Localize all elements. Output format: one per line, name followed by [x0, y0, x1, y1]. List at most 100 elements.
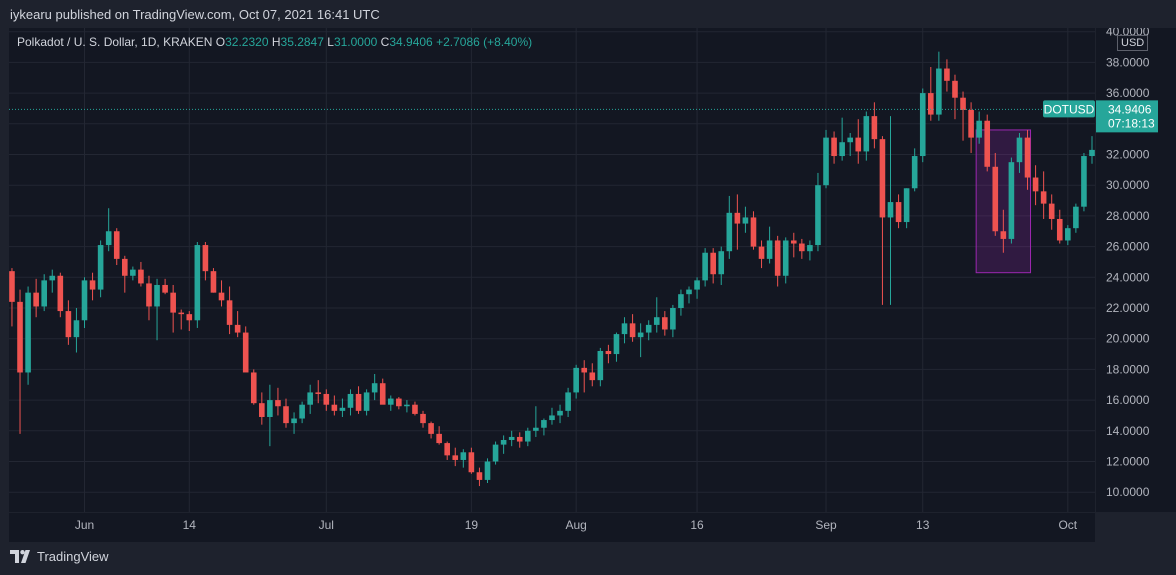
candle — [1024, 129, 1031, 190]
candle — [371, 374, 378, 401]
candle-body — [895, 202, 902, 223]
candle-body — [807, 245, 813, 252]
price-tick-label: 36.0000 — [1106, 86, 1150, 100]
candle — [992, 152, 999, 236]
candle-body — [33, 292, 39, 307]
candle-body — [194, 245, 201, 321]
candle — [33, 278, 39, 318]
candle-body — [799, 243, 805, 252]
candle-body — [178, 312, 185, 315]
candle — [879, 136, 886, 305]
candle — [678, 289, 684, 316]
candle-body — [154, 284, 160, 307]
price-tick-label: 28.0000 — [1106, 209, 1150, 223]
candle-body — [379, 383, 386, 405]
candle — [774, 235, 781, 287]
candle — [1008, 157, 1015, 244]
candle-body — [1040, 191, 1047, 204]
candle-body — [670, 308, 676, 330]
price-tick-label: 24.0000 — [1106, 270, 1150, 284]
candle — [49, 269, 56, 293]
candle — [903, 188, 910, 229]
price-tick-label: 22.0000 — [1106, 301, 1150, 315]
candle — [81, 277, 88, 328]
candlestick-chart[interactable]: DOTUSD — [1, 28, 1144, 512]
candle — [541, 418, 547, 436]
candle-body — [565, 392, 571, 411]
candle — [242, 326, 249, 373]
candle-body — [694, 280, 700, 290]
candle-body — [774, 240, 781, 276]
price-axis[interactable]: 10.0000 12.0000 14.0000 16.0000 18.0000 20.00… — [1096, 25, 1176, 512]
candle-body — [17, 301, 23, 373]
time-axis[interactable]: Jun14Jul19Aug16Sep13Oct18 — [9, 513, 1095, 542]
candle-body — [267, 400, 273, 417]
candle — [25, 286, 31, 385]
symbol-name[interactable]: Polkadot / U. S. Dollar, 1D, KRAKEN — [17, 35, 213, 49]
time-tick-label: Jul — [319, 518, 334, 532]
candle-body — [250, 372, 257, 404]
candle-body — [444, 443, 450, 456]
candle-body — [637, 332, 644, 338]
candle — [202, 241, 209, 281]
candle-body — [97, 245, 104, 290]
candle — [871, 102, 878, 149]
candle — [734, 194, 741, 250]
symbol-tag-bg — [1043, 100, 1095, 118]
candle — [557, 404, 563, 424]
footer: TradingView — [10, 549, 109, 564]
candle — [516, 432, 523, 448]
candle-body — [653, 317, 660, 325]
candle-body — [790, 240, 797, 244]
candle — [589, 363, 596, 387]
currency-button[interactable]: USD — [1117, 35, 1149, 51]
candle — [65, 300, 72, 345]
candle — [968, 102, 974, 153]
candle — [1081, 152, 1087, 212]
candle-body — [613, 334, 620, 355]
candle-body — [355, 393, 362, 411]
candle-body — [396, 398, 402, 407]
candle-body — [41, 280, 47, 307]
candle-body — [492, 444, 499, 462]
candle-body — [226, 300, 233, 325]
time-tick-label: 16 — [690, 518, 704, 532]
candle — [533, 406, 539, 437]
candle-body — [170, 292, 176, 313]
candle — [702, 248, 708, 287]
candle — [267, 384, 273, 447]
candle — [1000, 209, 1007, 253]
chart-pane[interactable]: DOTUSD — [1, 28, 1144, 512]
candle-body — [387, 398, 394, 405]
candle — [122, 255, 128, 293]
candle-body — [428, 423, 434, 434]
candle-body — [234, 324, 241, 333]
candle-body — [420, 413, 426, 424]
candle-body — [847, 137, 853, 143]
candle — [259, 392, 265, 425]
candle-body — [1081, 156, 1087, 207]
time-tick-label: Sep — [815, 518, 837, 532]
time-tick-label: Oct — [1058, 518, 1077, 532]
candle-body — [1008, 162, 1015, 239]
candle-body — [275, 400, 281, 407]
candle-body — [484, 461, 491, 480]
candle-body — [887, 202, 894, 218]
candle-body — [710, 252, 716, 275]
candle — [178, 309, 185, 330]
symbol-tag-label: DOTUSD — [1044, 102, 1095, 116]
candle — [452, 447, 459, 467]
candle — [138, 261, 144, 287]
price-tick-label: 16.0000 — [1106, 393, 1150, 407]
price-tick-label: 38.0000 — [1106, 55, 1150, 69]
candle-body — [992, 166, 999, 232]
candle-body — [9, 271, 15, 302]
candle — [234, 311, 241, 338]
candle-body — [81, 280, 88, 321]
candle-body — [581, 367, 588, 373]
candle — [307, 384, 313, 414]
time-tick-label: 13 — [916, 518, 930, 532]
candle — [9, 268, 15, 327]
candle — [984, 114, 991, 172]
